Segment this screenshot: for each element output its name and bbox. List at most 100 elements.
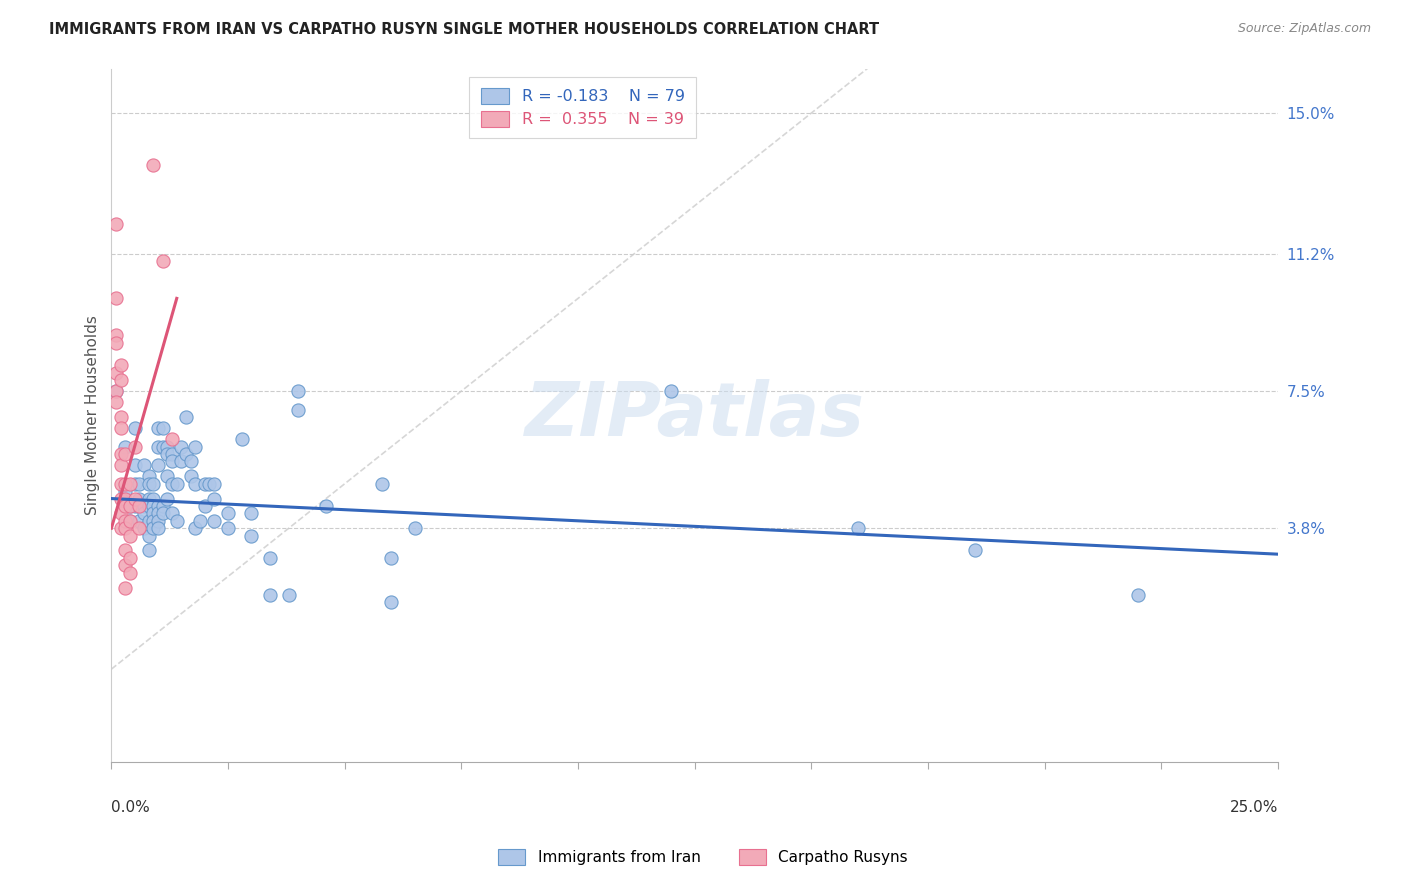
Point — [146, 421, 169, 435]
Point — [138, 543, 160, 558]
Point — [105, 384, 128, 398]
Point — [174, 409, 197, 424]
Point — [184, 521, 207, 535]
Point — [128, 521, 150, 535]
Point — [110, 507, 132, 521]
Text: ZIPatlas: ZIPatlas — [524, 378, 865, 451]
Point — [202, 514, 225, 528]
Point — [120, 566, 142, 580]
Point — [202, 476, 225, 491]
Point — [142, 521, 165, 535]
Point — [120, 514, 142, 528]
Legend: R = -0.183    N = 79, R =  0.355    N = 39: R = -0.183 N = 79, R = 0.355 N = 39 — [470, 77, 696, 138]
Point — [380, 550, 402, 565]
Text: Source: ZipAtlas.com: Source: ZipAtlas.com — [1237, 22, 1371, 36]
Point — [132, 458, 155, 473]
Point — [142, 514, 165, 528]
Point — [105, 395, 128, 409]
Point — [128, 514, 150, 528]
Point — [160, 454, 183, 468]
Point — [124, 458, 146, 473]
Point — [240, 507, 263, 521]
Point — [120, 499, 142, 513]
Point — [287, 384, 309, 398]
Point — [120, 499, 142, 513]
Point — [110, 476, 132, 491]
Point — [120, 550, 142, 565]
Point — [132, 499, 155, 513]
Point — [188, 514, 211, 528]
Point — [166, 514, 188, 528]
Point — [194, 499, 217, 513]
Point — [194, 476, 217, 491]
Point — [114, 447, 136, 461]
Point — [152, 440, 174, 454]
Point — [142, 507, 165, 521]
Point — [138, 476, 160, 491]
Point — [114, 521, 136, 535]
Point — [110, 447, 132, 461]
Point — [146, 514, 169, 528]
Point — [110, 521, 132, 535]
Point — [217, 507, 239, 521]
Point — [138, 491, 160, 506]
Point — [138, 499, 160, 513]
Point — [120, 476, 142, 491]
Point — [152, 507, 174, 521]
Point — [315, 499, 337, 513]
Point — [138, 514, 160, 528]
Point — [180, 469, 202, 483]
Point — [120, 528, 142, 542]
Point — [152, 254, 174, 268]
Point — [114, 484, 136, 499]
Point — [180, 454, 202, 468]
Point — [184, 476, 207, 491]
Point — [105, 291, 128, 305]
Point — [259, 550, 281, 565]
Point — [156, 469, 179, 483]
Point — [114, 581, 136, 595]
Point — [404, 521, 426, 535]
Point — [128, 499, 150, 513]
Point — [146, 507, 169, 521]
Point — [114, 514, 136, 528]
Point — [277, 588, 299, 602]
Point — [963, 543, 986, 558]
Point — [142, 499, 165, 513]
Point — [202, 491, 225, 506]
Point — [110, 491, 132, 506]
Point — [231, 432, 253, 446]
Point — [152, 499, 174, 513]
Point — [166, 476, 188, 491]
Point — [146, 440, 169, 454]
Point — [184, 440, 207, 454]
Point — [160, 507, 183, 521]
Point — [114, 558, 136, 573]
Point — [1126, 588, 1149, 602]
Point — [142, 158, 165, 172]
Point — [198, 476, 221, 491]
Point — [124, 440, 146, 454]
Point — [110, 458, 132, 473]
Point — [110, 373, 132, 387]
Point — [114, 491, 136, 506]
Point — [114, 543, 136, 558]
Point — [287, 402, 309, 417]
Point — [846, 521, 869, 535]
Point — [105, 335, 128, 350]
Text: IMMIGRANTS FROM IRAN VS CARPATHO RUSYN SINGLE MOTHER HOUSEHOLDS CORRELATION CHAR: IMMIGRANTS FROM IRAN VS CARPATHO RUSYN S… — [49, 22, 879, 37]
Point — [371, 476, 394, 491]
Point — [124, 491, 146, 506]
Point — [114, 476, 136, 491]
Point — [124, 476, 146, 491]
Point — [128, 476, 150, 491]
Point — [170, 454, 193, 468]
Point — [132, 507, 155, 521]
Point — [160, 476, 183, 491]
Point — [259, 588, 281, 602]
Point — [156, 440, 179, 454]
Point — [120, 514, 142, 528]
Text: 0.0%: 0.0% — [111, 800, 150, 815]
Y-axis label: Single Mother Households: Single Mother Households — [86, 315, 100, 515]
Point — [110, 358, 132, 372]
